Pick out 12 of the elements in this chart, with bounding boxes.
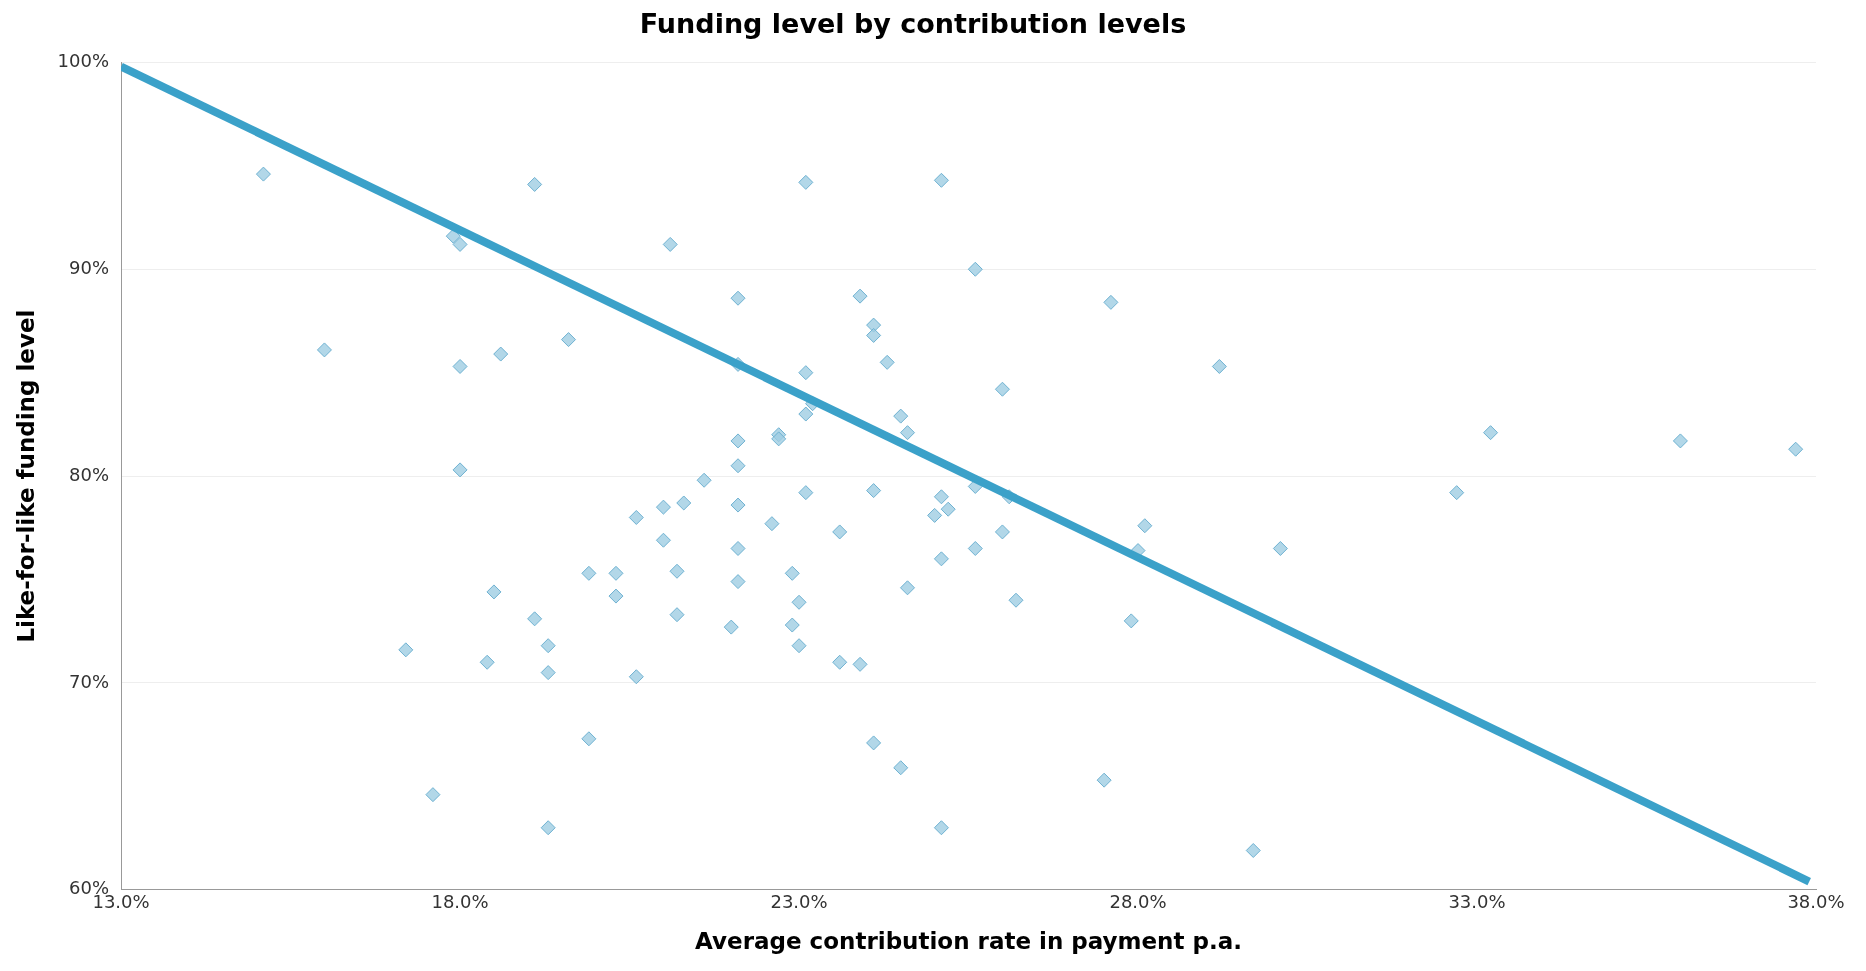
x-tick-label: 28.0%: [1109, 891, 1167, 913]
x-tick-label: 38.0%: [1787, 891, 1845, 913]
y-tick-label: 100%: [57, 50, 110, 72]
y-axis-title: Like-for-like funding level: [12, 309, 39, 643]
x-tick-label: 18.0%: [431, 891, 489, 913]
y-tick-label: 70%: [69, 670, 110, 692]
x-tick-label: 23.0%: [770, 891, 828, 913]
x-tick-label: 33.0%: [1448, 891, 1506, 913]
x-axis-title: Average contribution rate in payment p.a.: [695, 928, 1242, 955]
y-tick-label: 80%: [69, 463, 110, 485]
y-tick-label: 90%: [69, 256, 110, 278]
chart-title: Funding level by contribution levels: [639, 8, 1187, 40]
